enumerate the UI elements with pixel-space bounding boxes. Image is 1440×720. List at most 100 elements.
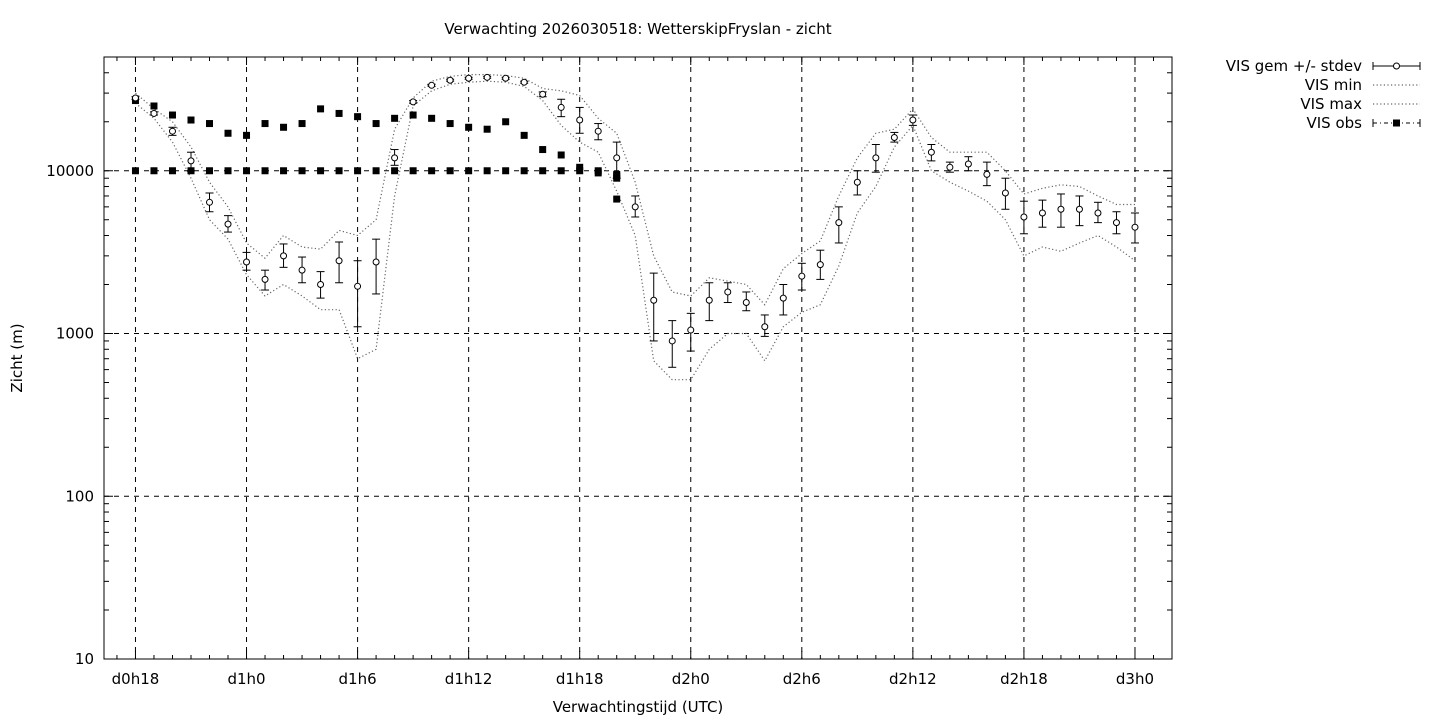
max-line [135,73,1135,306]
mean-point [909,116,917,124]
y-tick-label: 1000 [56,325,94,343]
x-tick-label: d2h12 [889,670,937,688]
plot-frame [103,56,1173,660]
obs-point [187,116,195,124]
y-tick-label: 10000 [46,162,94,180]
obs-point [557,167,565,175]
mean-point [261,275,269,283]
mean-point [798,272,806,280]
obs-point [502,118,510,126]
obs-point [446,120,454,128]
y-tick-label: 10 [75,650,94,668]
obs-point [520,167,528,175]
mean-point [1001,189,1009,197]
x-tick-label: d2h18 [1000,670,1048,688]
min-max-lines [135,73,1136,381]
mean-point [502,74,510,82]
y-tick-label: 100 [65,487,94,505]
mean-point [446,76,454,84]
mean-point [779,294,787,302]
obs-point [335,109,343,117]
mean-point [964,160,972,168]
mean-point [428,81,436,89]
mean-point [206,198,214,206]
mean-point [983,170,991,178]
obs-point [354,113,362,121]
mean-point [539,90,547,98]
legend-label-obs: VIS obs [1307,114,1363,132]
y-axis-label: Zicht (m) [8,323,26,392]
mean-point [1075,205,1083,213]
x-axis-label: Verwachtingstijd (UTC) [553,698,724,716]
obs-point [465,123,473,131]
mean-point [150,109,158,117]
obs-point [187,167,195,175]
x-tick-label: d0h18 [112,670,160,688]
obs-point [206,167,214,175]
min-line [135,80,1136,381]
mean-point [168,127,176,135]
axis-ticks: d0h18 d1h0 d1h6 d1h12 d1h18 d2h0 d2h6 d2h12 d2h1… [46,56,1172,688]
obs-point [243,167,251,175]
mean-point [557,103,565,111]
mean-point [1131,223,1139,231]
obs-point [224,129,232,137]
mean-point [816,261,824,269]
mean-point [668,337,676,345]
obs-point [243,131,251,139]
mean-point [872,154,880,162]
mean-point [631,203,639,211]
obs-point [168,167,176,175]
x-tick-label: d1h0 [227,670,265,688]
mean-point [1038,209,1046,217]
obs-point [150,167,158,175]
obs-point [317,167,325,175]
obs-point [483,167,491,175]
obs-point [502,167,510,175]
obs-point [354,167,362,175]
mean-point [298,266,306,274]
mean-point [946,163,954,171]
obs-point [372,167,380,175]
mean-point [243,258,251,266]
mean-point [520,78,528,86]
obs-point [428,114,436,122]
obs-point [372,120,380,128]
obs-point [483,125,491,133]
mean-point [650,296,658,304]
mean-point [853,178,861,186]
mean-point [594,127,602,135]
mean-point [687,326,695,334]
obs-point [428,167,436,175]
observation-points [131,97,621,203]
mean-point [187,157,195,165]
legend-label-min: VIS min [1305,76,1362,94]
obs-point [224,167,232,175]
mean-point [742,299,750,307]
mean-point [354,282,362,290]
obs-point [261,167,269,175]
obs-point [131,167,139,175]
mean-point [465,74,473,82]
x-tick-label: d1h6 [339,670,377,688]
obs-point [317,105,325,113]
mean-point [372,258,380,266]
obs-point [576,167,584,175]
mean-point [890,134,898,142]
obs-point [539,167,547,175]
mean-point [280,252,288,260]
mean-point [724,288,732,296]
mean-point [483,73,491,81]
legend-marker-obs [1393,119,1400,127]
obs-point [298,120,306,128]
mean-point [1094,209,1102,217]
mean-points [131,73,1139,345]
chart-title: Verwachting 2026030518: WetterskipFrysla… [444,20,831,38]
legend-label-max: VIS max [1300,95,1362,113]
mean-point [835,219,843,227]
x-tick-label: d1h12 [445,670,493,688]
x-tick-label: d2h0 [672,670,710,688]
obs-point [335,167,343,175]
